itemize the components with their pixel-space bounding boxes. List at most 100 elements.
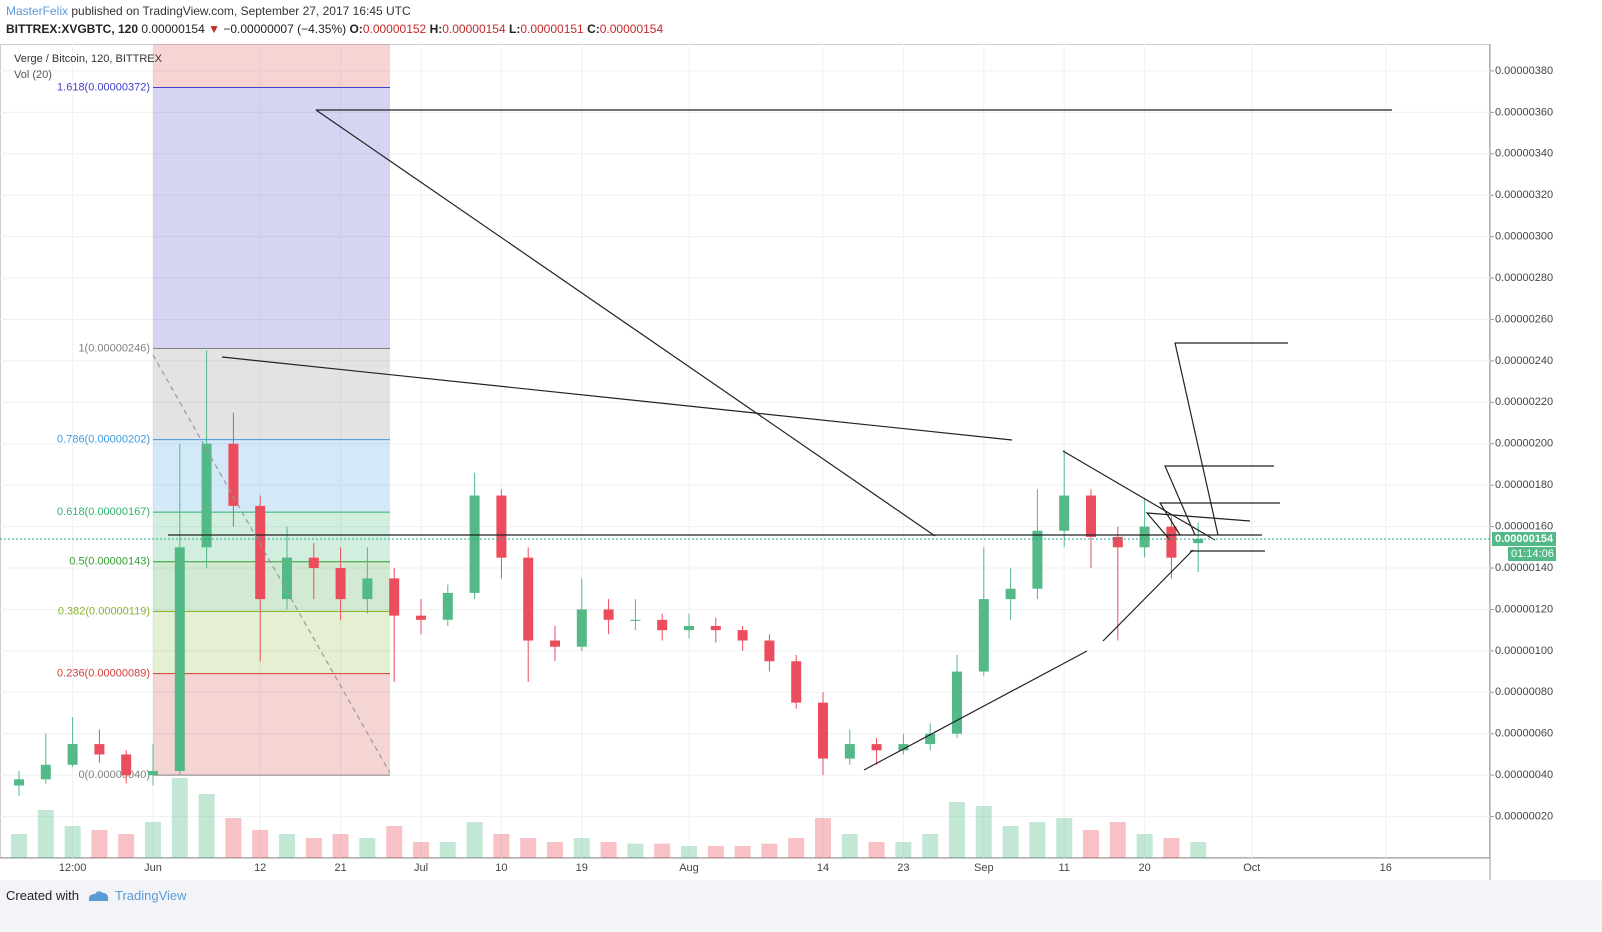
volume-bar [91,830,108,858]
volume-bar [171,778,188,858]
candle-body [469,495,480,593]
volume-bar [386,826,403,858]
legend-volume: Vol (20) [14,69,52,81]
trend-line [1062,450,1216,541]
candle-body [40,764,51,780]
y-tick-label: 0.00000140 [1495,562,1553,574]
fib-extension-band [153,44,390,88]
volume-bar [788,838,805,858]
c-label: C: [587,22,600,36]
countdown-box [1508,547,1556,562]
fib-band [153,673,390,776]
y-tick-label: 0.00000160 [1495,521,1553,533]
candle-body [255,505,266,600]
candle-body [121,754,132,776]
trend-line [1102,549,1194,642]
volume-bar [547,842,563,858]
x-tick-label: 14 [817,862,829,874]
y-tick-label: 0.00000320 [1495,189,1553,201]
last: 0.00000154 [141,22,205,36]
fib-band [153,87,390,349]
o-label: O: [349,22,363,36]
candle-body [603,609,614,620]
footer: Created with TradingView [0,880,1602,932]
volume-bar [895,842,912,858]
candle-body [710,626,721,631]
published: published on TradingView.com, September … [71,4,411,18]
l-label: L: [508,22,521,36]
created-with: Created with [6,888,79,903]
fib-label: 0.618(0.00000167) [57,506,150,518]
header-line: MasterFelix published on TradingView.com… [6,4,411,18]
y-tick-label: 0.00000220 [1495,396,1553,408]
volume-bar [332,834,349,858]
o: 0.00000152 [362,22,427,36]
volume-bar [734,846,751,858]
candle-body [978,599,989,672]
legend-series: Verge / Bitcoin, 120, BITTREX [14,53,163,65]
candle-body [201,443,212,548]
candle-body [1005,588,1016,600]
volume-bar [520,838,537,858]
candle-body [362,578,373,600]
x-tick-label: 12:00 [59,862,87,874]
candle-body [228,443,239,506]
candle-body [67,744,78,765]
candle-body [737,630,748,641]
candle-body [871,744,882,751]
candle-body [308,557,319,569]
volume-bar [707,846,724,858]
x-tick-label: 23 [897,862,909,874]
arrow: ▼ [208,22,221,36]
candle-body [174,547,185,772]
price-tag-box [1492,532,1556,547]
volume-bar [841,834,858,858]
volume-bar [252,830,269,858]
candle-body [148,771,158,776]
volume-bar [279,834,295,858]
volume-bar [413,842,429,858]
candle-body [1139,526,1150,548]
candle-body [952,671,962,734]
logo [88,891,109,901]
h: 0.00000154 [442,22,506,36]
candle-body [657,619,668,631]
y-tick-label: 0.00000360 [1495,106,1553,118]
volume-bar [359,838,376,858]
volume-bar [198,794,215,858]
x-tick-label: Aug [679,862,699,874]
volume-bar [815,818,831,858]
brand[interactable]: TradingView [115,888,187,903]
volume-bar [118,834,135,858]
y-tick-label: 0.00000380 [1495,65,1553,77]
candle-body [1032,530,1043,589]
candle-body [818,702,828,759]
trend-line [1174,342,1288,536]
y-tick-label: 0.00000260 [1495,313,1553,325]
volume-bar [1163,838,1180,858]
volume-bar [681,846,697,858]
author[interactable]: MasterFelix [6,4,69,18]
trend-line [863,650,1088,771]
x-tick-label: 20 [1138,862,1150,874]
x-tick-label: Jun [144,862,162,874]
volume-bar [225,818,242,858]
y-tick-label: 0.00000040 [1495,769,1553,781]
fib-label: 1.618(0.00000372) [57,81,150,93]
fib-label: 0.786(0.00000202) [57,434,150,446]
volume-bar [439,842,456,858]
volume-bar [975,806,992,858]
candle-body [416,615,426,620]
volume-bar [493,834,510,858]
volume-bar [1190,842,1207,858]
x-tick-label: Oct [1243,862,1260,874]
fib-band [153,348,390,440]
volume-bar [1136,834,1153,858]
y-tick-label: 0.00000060 [1495,728,1553,740]
volume-bar [37,810,54,858]
y-tick-label: 0.00000240 [1495,355,1553,367]
candle-body [1086,495,1096,537]
volume-bar [1029,822,1046,858]
trend-line [1158,502,1280,536]
